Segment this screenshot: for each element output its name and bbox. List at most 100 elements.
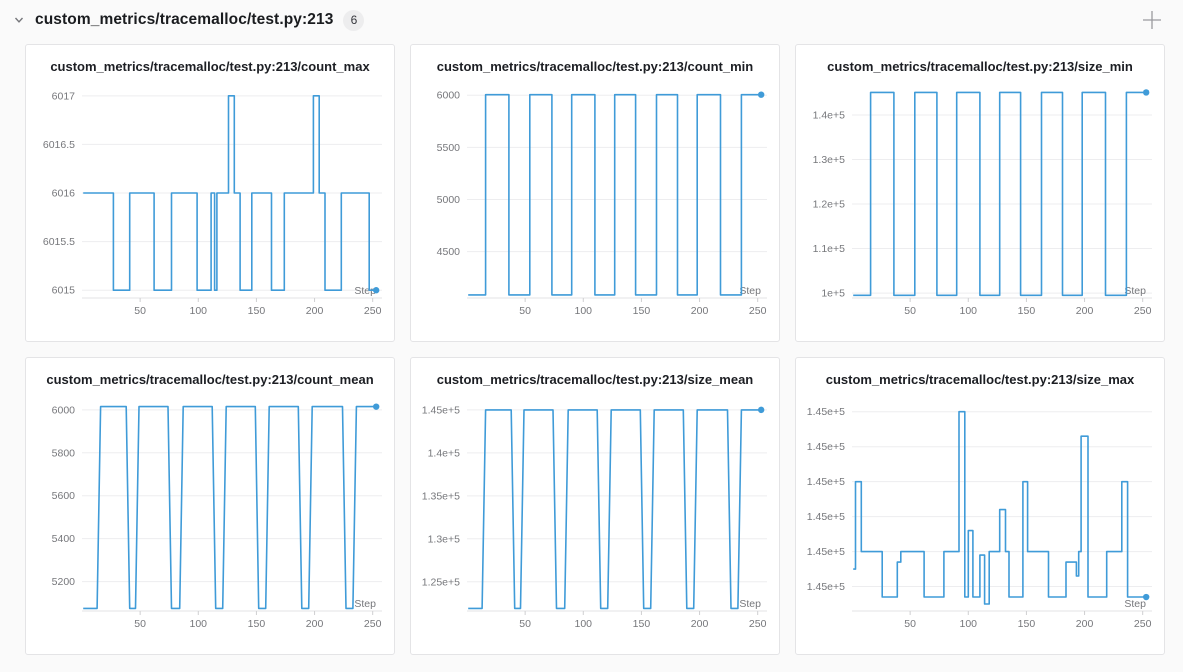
y-tick-label: 1.45e+5 [807, 406, 845, 418]
last-point-dot [1142, 89, 1150, 96]
chart-title: custom_metrics/tracemalloc/test.py:213/c… [50, 59, 370, 74]
last-point-dot [372, 287, 380, 294]
x-tick-label: 150 [633, 618, 651, 630]
chart-card[interactable]: custom_metrics/tracemalloc/test.py:213/c… [410, 44, 780, 342]
chart-title: custom_metrics/tracemalloc/test.py:213/c… [46, 372, 374, 387]
y-tick-label: 6016 [52, 188, 76, 200]
panel-grid: custom_metrics/tracemalloc/test.py:213/c… [0, 40, 1183, 671]
chart-card[interactable]: custom_metrics/tracemalloc/test.py:213/c… [25, 357, 395, 655]
x-tick-label: 200 [1076, 618, 1094, 630]
y-tick-label: 1.45e+5 [807, 511, 845, 523]
chart-card[interactable]: custom_metrics/tracemalloc/test.py:213/s… [795, 357, 1165, 655]
x-tick-label: 150 [248, 305, 266, 317]
y-tick-label: 1.4e+5 [428, 447, 461, 459]
y-tick-label: 1.45e+5 [807, 441, 845, 453]
x-tick-label: 150 [1018, 618, 1036, 630]
x-axis-label: Step [739, 285, 761, 297]
x-tick-label: 250 [749, 305, 767, 317]
x-tick-label: 250 [1134, 618, 1152, 630]
x-tick-label: 200 [691, 305, 709, 317]
y-tick-label: 1.25e+5 [422, 576, 460, 588]
plus-icon [1143, 11, 1161, 29]
series-line [468, 93, 762, 296]
chart-plot[interactable]: 1.45e+5 1.4e+5 1.35e+5 1.3e+5 1.25e+5 50 100 15… [411, 393, 779, 645]
y-tick-label: 5400 [52, 533, 76, 545]
x-tick-label: 50 [904, 618, 916, 630]
series-line [83, 405, 377, 610]
y-tick-label: 1.1e+5 [813, 243, 846, 255]
y-tick-label: 6015.5 [43, 236, 75, 248]
series-line [853, 410, 1147, 605]
x-tick-label: 50 [519, 305, 531, 317]
x-tick-label: 150 [633, 305, 651, 317]
chart-plot[interactable]: 6000 5500 5000 4500 50 100 150 200 250 Step [411, 80, 779, 332]
x-tick-label: 100 [960, 305, 978, 317]
chart-plot[interactable]: 1.45e+5 1.45e+5 1.45e+5 1.45e+5 1.45e+5 1.45e… [796, 393, 1164, 645]
x-axis-label: Step [354, 285, 376, 297]
y-tick-label: 1.45e+5 [422, 404, 460, 416]
last-point-dot [1142, 593, 1150, 601]
x-tick-label: 50 [519, 618, 531, 630]
last-point-dot [757, 406, 765, 414]
collapse-section-button[interactable] [10, 11, 28, 29]
chart-card[interactable]: custom_metrics/tracemalloc/test.py:213/c… [25, 44, 395, 342]
x-axis-label: Step [1124, 285, 1146, 297]
chart-title: custom_metrics/tracemalloc/test.py:213/c… [436, 59, 754, 74]
x-axis-label: Step [739, 598, 761, 610]
x-tick-label: 250 [1134, 305, 1152, 317]
x-tick-label: 100 [575, 618, 593, 630]
x-tick-label: 200 [306, 305, 324, 317]
x-tick-label: 50 [904, 305, 916, 317]
x-tick-label: 200 [691, 618, 709, 630]
x-tick-label: 250 [364, 618, 382, 630]
x-axis-label: Step [1124, 598, 1146, 610]
x-tick-label: 100 [190, 305, 208, 317]
x-tick-label: 150 [248, 618, 266, 630]
last-point-dot [757, 91, 765, 98]
section-header[interactable]: custom_metrics/tracemalloc/test.py:213 6 [0, 0, 1183, 40]
y-tick-label: 5000 [437, 194, 461, 206]
y-tick-label: 1.45e+5 [807, 546, 845, 558]
chart-card[interactable]: custom_metrics/tracemalloc/test.py:213/s… [795, 44, 1165, 342]
chart-card[interactable]: custom_metrics/tracemalloc/test.py:213/s… [410, 357, 780, 655]
y-tick-label: 5800 [52, 447, 76, 459]
y-tick-label: 1.4e+5 [813, 109, 846, 121]
y-tick-label: 5500 [437, 142, 461, 154]
y-tick-label: 4500 [437, 246, 461, 258]
y-tick-label: 6017 [52, 90, 76, 102]
add-panel-button[interactable] [1139, 7, 1165, 33]
y-tick-label: 1.2e+5 [813, 199, 846, 211]
chart-plot[interactable]: 6017 6016.5 6016 6015.5 6015 50 100 150 200 250 St… [26, 80, 394, 332]
x-tick-label: 200 [1076, 305, 1094, 317]
y-tick-label: 1.35e+5 [422, 490, 460, 502]
series-line [468, 409, 762, 610]
chevron-down-icon [14, 17, 24, 23]
y-tick-label: 1.45e+5 [807, 476, 845, 488]
x-tick-label: 100 [960, 618, 978, 630]
x-tick-label: 150 [1018, 305, 1036, 317]
y-tick-label: 1.3e+5 [813, 154, 846, 166]
x-tick-label: 100 [190, 618, 208, 630]
x-tick-label: 50 [134, 305, 146, 317]
series-line [83, 95, 377, 291]
series-line [853, 91, 1147, 297]
last-point-dot [372, 403, 380, 410]
chart-title: custom_metrics/tracemalloc/test.py:213/s… [827, 59, 1133, 74]
x-axis-label: Step [354, 598, 376, 610]
x-tick-label: 50 [134, 618, 146, 630]
y-tick-label: 1e+5 [821, 288, 845, 300]
y-tick-label: 5600 [52, 490, 76, 502]
y-tick-label: 6016.5 [43, 139, 75, 151]
section-title: custom_metrics/tracemalloc/test.py:213 [35, 11, 334, 28]
chart-title: custom_metrics/tracemalloc/test.py:213/s… [436, 372, 754, 387]
chart-plot[interactable]: 6000 5800 5600 5400 5200 50 100 150 200 250 Step [26, 393, 394, 645]
y-tick-label: 6000 [437, 90, 461, 102]
chart-title: custom_metrics/tracemalloc/test.py:213/s… [825, 372, 1135, 387]
y-tick-label: 5200 [52, 576, 76, 588]
y-tick-label: 1.45e+5 [807, 581, 845, 593]
y-tick-label: 1.3e+5 [428, 533, 461, 545]
y-tick-label: 6015 [52, 285, 76, 297]
y-tick-label: 6000 [52, 404, 76, 416]
chart-plot[interactable]: 1.4e+5 1.3e+5 1.2e+5 1.1e+5 1e+5 50 100 150 200 2… [796, 80, 1164, 332]
x-tick-label: 200 [306, 618, 324, 630]
